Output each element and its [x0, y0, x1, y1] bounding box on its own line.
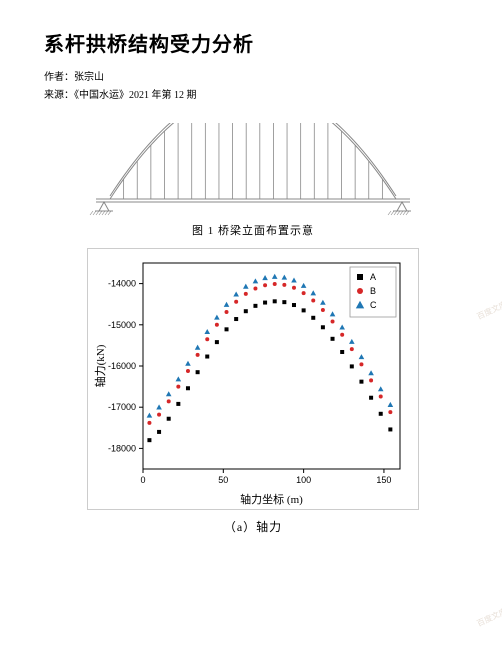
page-title: 系杆拱桥结构受力分析: [44, 28, 462, 57]
author-line: 作者：张宗山: [44, 69, 462, 87]
svg-text:50: 50: [218, 475, 228, 485]
svg-text:-18000: -18000: [108, 443, 136, 453]
svg-text:-16000: -16000: [108, 361, 136, 371]
svg-text:150: 150: [376, 475, 391, 485]
document-page: 系杆拱桥结构受力分析 作者：张宗山 来源：《中国水运》2021 年第 12 期 …: [0, 0, 502, 649]
svg-text:100: 100: [296, 475, 311, 485]
svg-text:轴力坐标 (m): 轴力坐标 (m): [240, 492, 303, 506]
svg-text:-15000: -15000: [108, 320, 136, 330]
svg-text:-14000: -14000: [108, 279, 136, 289]
chart-sub-caption: （a）轴力: [44, 518, 462, 535]
meta-block: 作者：张宗山 来源：《中国水运》2021 年第 12 期: [44, 69, 462, 105]
svg-text:-17000: -17000: [108, 402, 136, 412]
svg-text:C: C: [370, 300, 377, 310]
svg-text:轴力(kN): 轴力(kN): [93, 344, 107, 387]
svg-text:0: 0: [140, 475, 145, 485]
svg-text:A: A: [370, 272, 376, 282]
svg-text:B: B: [370, 286, 376, 296]
chart-container: -18000 -17000 -16000 -15000 -14000 0 50 100 150 轴…: [87, 248, 419, 510]
watermark-2: 百度文库: [475, 606, 502, 629]
source-line: 来源：《中国水运》2021 年第 12 期: [44, 87, 462, 105]
figure-1-bridge: [88, 123, 418, 218]
axial-force-chart: -18000 -17000 -16000 -15000 -14000 0 50 100 150 轴…: [88, 249, 418, 509]
watermark-1: 百度文库: [475, 299, 502, 322]
figure-1-caption: 图 1 桥梁立面布置示意: [44, 222, 462, 238]
